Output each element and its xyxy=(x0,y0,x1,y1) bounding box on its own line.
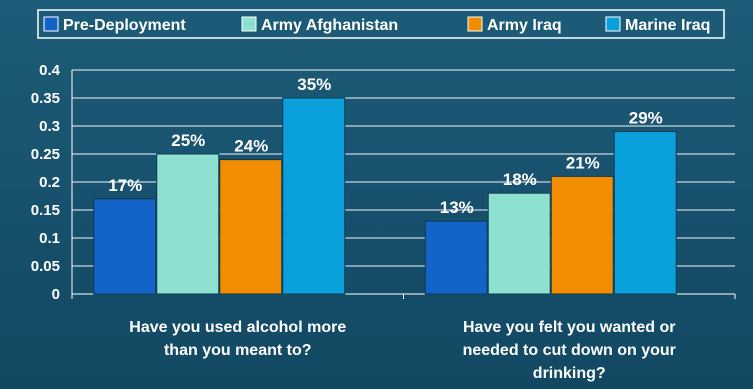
bar xyxy=(93,198,157,295)
category-label: than you meant to? xyxy=(164,342,312,359)
legend-swatch xyxy=(605,16,621,32)
data-label: 24% xyxy=(234,137,268,156)
category-label: Have you felt you wanted or xyxy=(463,319,675,336)
bar xyxy=(156,153,220,295)
legend-entry: Army Afghanistan xyxy=(261,17,398,34)
data-label: 18% xyxy=(503,170,537,189)
y-tick-label: 0.05 xyxy=(31,258,60,275)
data-label: 17% xyxy=(108,176,142,195)
category-label: Have you used alcohol more xyxy=(129,319,346,336)
y-tick-label: 0.3 xyxy=(39,118,60,135)
y-tick-label: 0.15 xyxy=(31,202,60,219)
legend-swatch xyxy=(467,16,483,32)
data-label: 35% xyxy=(297,75,331,94)
bar xyxy=(424,220,488,295)
bar xyxy=(487,192,551,295)
legend-swatch xyxy=(241,16,257,32)
y-tick-label: 0 xyxy=(52,286,60,303)
y-tick-label: 0.2 xyxy=(39,174,60,191)
y-tick-label: 0.25 xyxy=(31,146,60,163)
bar xyxy=(219,159,283,295)
bar xyxy=(282,97,346,295)
data-label: 21% xyxy=(566,153,600,172)
category-label: needed to cut down on your xyxy=(463,342,676,359)
data-label: 25% xyxy=(171,131,205,150)
y-tick-label: 0.35 xyxy=(31,90,60,107)
legend-entry: Pre-Deployment xyxy=(63,17,186,34)
data-label: 29% xyxy=(629,109,663,128)
category-label: drinking? xyxy=(533,365,606,382)
legend-entry: Army Iraq xyxy=(487,17,562,34)
bar xyxy=(550,175,614,295)
legend-swatch xyxy=(43,16,59,32)
bar xyxy=(613,131,677,295)
legend-box xyxy=(37,9,725,39)
legend-entry: Marine Iraq xyxy=(625,17,710,34)
y-tick-label: 0.1 xyxy=(39,230,60,247)
data-label: 13% xyxy=(440,198,474,217)
y-tick-label: 0.4 xyxy=(39,62,61,79)
